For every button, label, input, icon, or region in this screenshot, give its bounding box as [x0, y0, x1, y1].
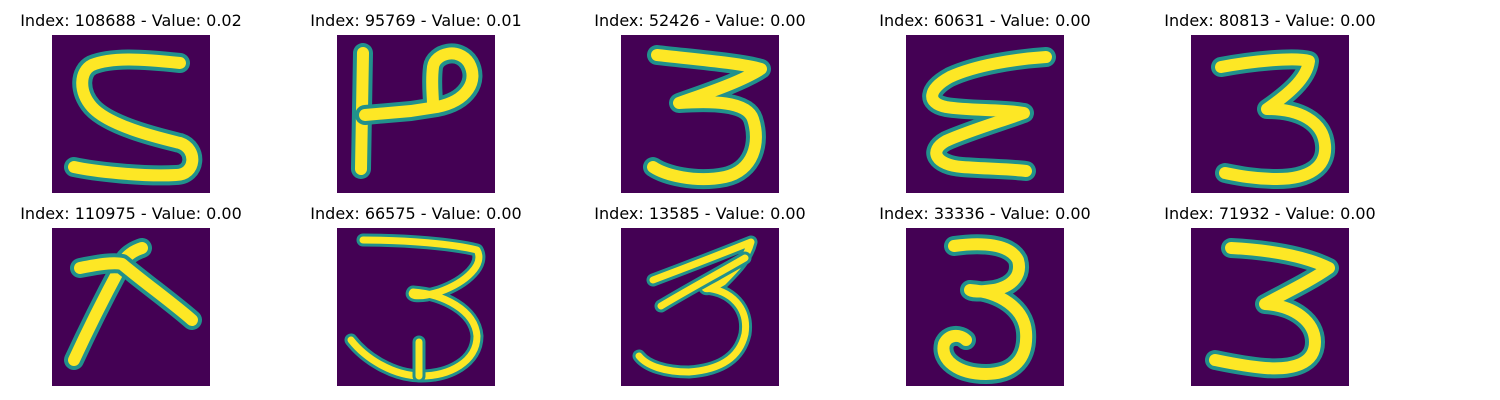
- digit-image: [337, 35, 495, 193]
- digit-image: [621, 35, 779, 193]
- digit-3-icon: [632, 235, 758, 379]
- digit-image: [1191, 35, 1349, 193]
- panel-title: Index: 60631 - Value: 0.00: [879, 11, 1091, 30]
- digit-k-like-icon: [64, 238, 202, 370]
- digit-3-mirrored-icon: [922, 47, 1056, 181]
- panel-9: Index: 33336 - Value: 0.00: [860, 193, 1110, 386]
- digit-image: [52, 35, 210, 193]
- digit-image: [906, 228, 1064, 386]
- digit-image: [621, 228, 779, 386]
- panel-title: Index: 110975 - Value: 0.00: [20, 204, 242, 223]
- panel-title: Index: 71932 - Value: 0.00: [1164, 204, 1376, 223]
- digit-image: [52, 228, 210, 386]
- panel-4: Index: 60631 - Value: 0.00: [860, 0, 1110, 193]
- panel-2: Index: 95769 - Value: 0.01: [291, 0, 541, 193]
- panel-title: Index: 33336 - Value: 0.00: [879, 204, 1091, 223]
- panel-3: Index: 52426 - Value: 0.00: [575, 0, 825, 193]
- digit-3-icon: [1211, 49, 1336, 189]
- digit-image: [1191, 228, 1349, 386]
- panel-title: Index: 66575 - Value: 0.00: [310, 204, 522, 223]
- digit-3-icon: [1205, 238, 1339, 379]
- panel-10: Index: 71932 - Value: 0.00: [1145, 193, 1395, 386]
- digit-3-icon: [643, 45, 771, 190]
- panel-1: Index: 108688 - Value: 0.02: [6, 0, 256, 193]
- panel-title: Index: 13585 - Value: 0.00: [594, 204, 806, 223]
- panel-5: Index: 80813 - Value: 0.00: [1145, 0, 1395, 193]
- panel-title: Index: 52426 - Value: 0.00: [594, 11, 806, 30]
- digit-3-icon: [933, 234, 1037, 384]
- panel-title: Index: 95769 - Value: 0.01: [310, 11, 522, 30]
- digit-h-like-icon: [351, 43, 483, 179]
- digit-image: [906, 35, 1064, 193]
- panel-8: Index: 13585 - Value: 0.00: [575, 193, 825, 386]
- panel-7: Index: 66575 - Value: 0.00: [291, 193, 541, 386]
- digit-3-icon: [344, 233, 486, 383]
- panel-title: Index: 80813 - Value: 0.00: [1164, 11, 1376, 30]
- panel-title: Index: 108688 - Value: 0.02: [20, 11, 242, 30]
- panel-6: Index: 110975 - Value: 0.00: [6, 193, 256, 386]
- digit-5-icon: [64, 49, 203, 186]
- digit-image: [337, 228, 495, 386]
